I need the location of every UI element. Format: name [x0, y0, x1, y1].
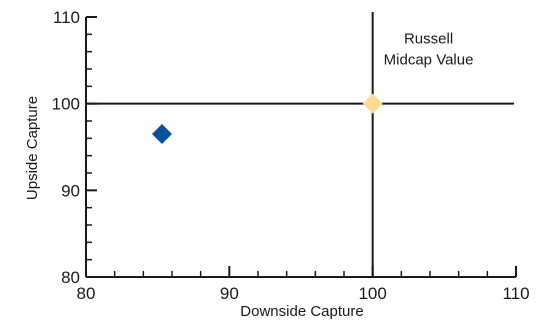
y-tick-label: 80	[61, 268, 80, 287]
benchmark-point	[362, 93, 383, 114]
x-tick-labels: 80 90 100 110	[77, 284, 530, 303]
x-tick-label: 80	[77, 284, 96, 303]
x-axis-title: Downside Capture	[240, 303, 363, 320]
x-tick-label: 90	[220, 284, 239, 303]
y-tick-label: 110	[53, 8, 80, 27]
y-tick-labels: 80 90 100 110	[52, 8, 80, 287]
fund-point	[151, 124, 172, 144]
x-tick-label: 100	[358, 284, 386, 303]
y-axis-title: Upside Capture	[24, 96, 41, 200]
y-tick-label: 100	[52, 95, 80, 114]
benchmark-annotation: Russell Midcap Value	[384, 31, 474, 69]
data-points	[151, 93, 383, 144]
minor-ticks	[86, 33, 489, 277]
y-tick-label: 90	[61, 181, 80, 200]
x-tick-label: 110	[502, 284, 529, 303]
annotation-line: Midcap Value	[384, 52, 474, 69]
annotation-line: Russell	[404, 31, 453, 48]
